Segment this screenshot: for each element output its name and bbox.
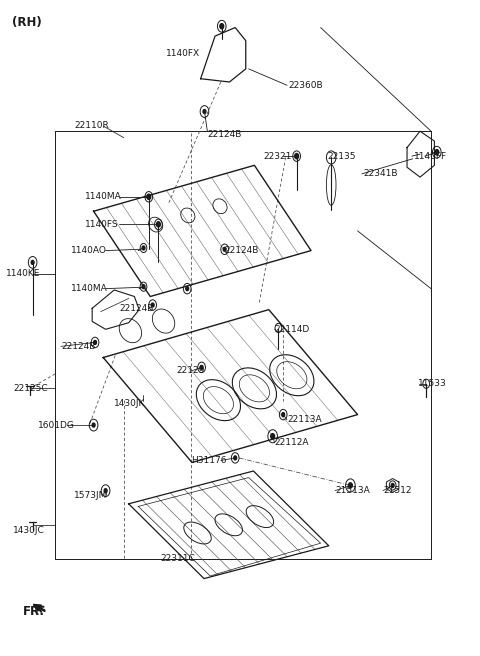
Text: FR.: FR. (23, 605, 45, 618)
Text: 1430JK: 1430JK (114, 399, 145, 408)
Text: 1140FS: 1140FS (85, 220, 119, 229)
Text: 22124B: 22124B (207, 130, 242, 139)
Text: 1140AO: 1140AO (71, 246, 107, 255)
Circle shape (142, 246, 145, 250)
Circle shape (203, 110, 206, 113)
Text: 1430JC: 1430JC (13, 525, 45, 535)
Circle shape (92, 423, 95, 427)
Circle shape (271, 434, 275, 439)
Text: 1601DG: 1601DG (38, 420, 75, 430)
Text: 22341B: 22341B (363, 169, 397, 178)
Text: 22110R: 22110R (74, 121, 109, 131)
Circle shape (200, 365, 203, 369)
Circle shape (151, 303, 154, 307)
Circle shape (282, 413, 285, 417)
Text: 22112A: 22112A (275, 438, 309, 447)
Circle shape (295, 154, 299, 159)
Circle shape (142, 285, 145, 289)
Text: 1140KE: 1140KE (6, 269, 40, 278)
Text: 22321: 22321 (263, 152, 291, 161)
Text: 22124B: 22124B (61, 342, 96, 351)
Circle shape (94, 340, 96, 344)
Text: 22135: 22135 (327, 152, 356, 161)
Text: 22129: 22129 (177, 366, 205, 375)
Text: 22311C: 22311C (161, 554, 195, 564)
Text: 1140FX: 1140FX (166, 49, 200, 58)
Text: 22114D: 22114D (275, 325, 310, 335)
Text: 22360B: 22360B (288, 81, 323, 90)
Circle shape (391, 483, 394, 487)
Circle shape (147, 194, 151, 199)
Circle shape (435, 150, 439, 155)
Circle shape (104, 489, 107, 493)
Circle shape (223, 247, 226, 251)
Circle shape (186, 287, 189, 291)
Text: (RH): (RH) (12, 16, 42, 30)
Text: 1140MA: 1140MA (85, 192, 122, 201)
Text: 21513A: 21513A (335, 486, 370, 495)
Circle shape (31, 260, 34, 264)
Text: 11533: 11533 (418, 379, 446, 388)
Circle shape (220, 24, 224, 29)
Text: 22125C: 22125C (13, 384, 48, 393)
Text: H31176: H31176 (191, 456, 227, 465)
Circle shape (156, 222, 160, 227)
Text: 22113A: 22113A (287, 415, 322, 424)
Text: 1140FF: 1140FF (414, 152, 447, 161)
Text: 21512: 21512 (383, 486, 411, 495)
Text: 22124B: 22124B (225, 246, 259, 255)
Text: 1140MA: 1140MA (71, 284, 108, 293)
Text: 22124B: 22124B (119, 304, 154, 313)
Circle shape (234, 456, 237, 460)
Circle shape (348, 483, 352, 488)
Text: 1573JM: 1573JM (74, 491, 108, 500)
